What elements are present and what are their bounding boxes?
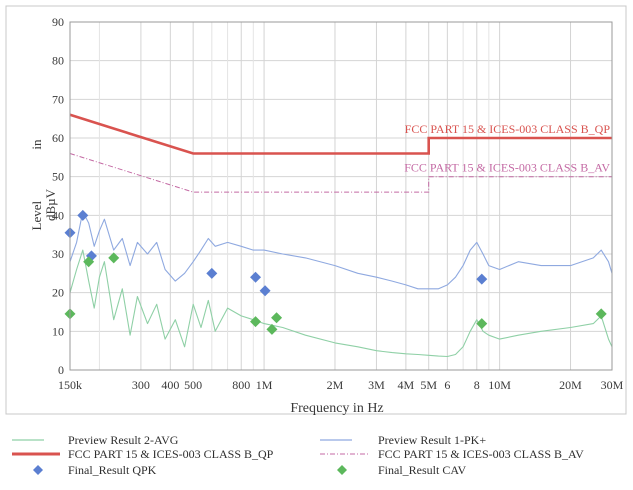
chart-border <box>5 5 627 415</box>
y-tick-label-8: 80 <box>52 54 64 68</box>
x-tick-label-14: 30M <box>601 378 624 392</box>
preview-traces <box>69 210 613 358</box>
y-tick-label-9: 90 <box>52 15 64 29</box>
x-tick-label-6: 2M <box>327 378 344 392</box>
x-tick-label-3: 500 <box>184 378 202 392</box>
cav-marker-6 <box>476 318 488 330</box>
y-tick-label-0: 0 <box>58 363 64 377</box>
legend-label-avg: Preview Result 2-AVG <box>68 433 179 447</box>
y-tick-label-2: 20 <box>52 286 64 300</box>
x-tick-label-4: 800 <box>232 378 250 392</box>
series-qp-limit-line <box>69 113 612 155</box>
cav-marker-1 <box>83 256 95 268</box>
x-tick-label-7: 3M <box>368 378 385 392</box>
qpk-marker-4 <box>250 271 262 283</box>
cav-marker-7 <box>595 308 607 320</box>
x-tick-label-2: 400 <box>161 378 179 392</box>
legend-svg: Preview Result 2-AVG Preview Result 1-PK… <box>12 433 584 477</box>
y-tick-label-4: 40 <box>52 208 64 222</box>
legend-label-qpk: Final_Result QPK <box>68 463 157 477</box>
legend-item-qpk: Final_Result QPK <box>33 463 157 477</box>
qpk-marker-5 <box>259 285 271 297</box>
emission-chart-frame: FCC PART 15 & ICES-003 CLASS B_QP FCC PAR… <box>5 5 627 416</box>
cav-marker-5 <box>271 312 283 324</box>
y-tick-label-5: 50 <box>52 170 64 184</box>
y-axis-label-unit: dBµV <box>43 188 58 221</box>
x-tick-label-1: 300 <box>132 378 150 392</box>
x-tick-label-9: 5M <box>420 378 437 392</box>
x-tick-label-13: 20M <box>559 378 582 392</box>
legend-label-pk: Preview Result 1-PK+ <box>378 433 486 447</box>
legend-label-cav: Final_Result CAV <box>378 463 466 477</box>
qp-limit-annotation: FCC PART 15 & ICES-003 CLASS B_QP <box>405 122 611 136</box>
x-axis-label: Frequency in Hz <box>290 401 383 416</box>
legend-swatch-qpk <box>33 465 43 475</box>
y-tick-label-7: 70 <box>52 92 64 106</box>
x-tick-label-11: 8 <box>474 378 480 392</box>
x-tick-label-8: 4M <box>398 378 415 392</box>
y-tick-label-3: 30 <box>52 247 64 261</box>
final-result-markers <box>64 209 607 335</box>
cav-marker-3 <box>250 316 262 328</box>
y-tick-label-6: 60 <box>52 131 64 145</box>
series-av-limit-line <box>69 153 612 193</box>
x-tick-label-10: 6 <box>444 378 450 392</box>
legend-item-avg: Preview Result 2-AVG <box>12 433 179 447</box>
legend-item-cav: Final_Result CAV <box>337 463 466 477</box>
plot-area-border <box>69 21 613 371</box>
cav-marker-4 <box>266 323 278 335</box>
legend: Preview Result 2-AVG Preview Result 1-PK… <box>0 430 633 485</box>
legend-label-qp-limit: FCC PART 15 & ICES-003 CLASS B_QP <box>68 447 274 461</box>
legend-swatch-cav <box>337 465 347 475</box>
limit-lines <box>69 113 612 193</box>
x-tick-label-5: 1M <box>256 378 273 392</box>
qpk-marker-3 <box>206 267 218 279</box>
legend-item-av-limit: FCC PART 15 & ICES-003 CLASS B_AV <box>320 447 584 461</box>
x-tick-label-12: 10M <box>488 378 511 392</box>
x-tick-label-0: 150k <box>58 378 82 392</box>
emission-chart: FCC PART 15 & ICES-003 CLASS B_QP FCC PAR… <box>5 5 627 416</box>
cav-marker-2 <box>108 252 120 264</box>
series-avg-trace <box>69 249 613 358</box>
y-tick-label-1: 10 <box>52 324 64 338</box>
axes: 0 10 20 30 40 50 60 70 80 90 150k 300 400 500 800 1M 2M 3… <box>52 15 624 392</box>
av-limit-annotation: FCC PART 15 & ICES-003 CLASS B_AV <box>404 161 610 175</box>
qpk-marker-6 <box>476 273 488 285</box>
legend-item-qp-limit: FCC PART 15 & ICES-003 CLASS B_QP <box>12 447 274 461</box>
qpk-marker-1 <box>77 209 89 221</box>
legend-label-av-limit: FCC PART 15 & ICES-003 CLASS B_AV <box>378 447 584 461</box>
legend-item-pk: Preview Result 1-PK+ <box>320 433 486 447</box>
limit-annotations: FCC PART 15 & ICES-003 CLASS B_QP FCC PAR… <box>404 122 610 175</box>
y-axis-label-top: Level in <box>29 139 44 230</box>
series-pk-trace <box>69 210 613 290</box>
